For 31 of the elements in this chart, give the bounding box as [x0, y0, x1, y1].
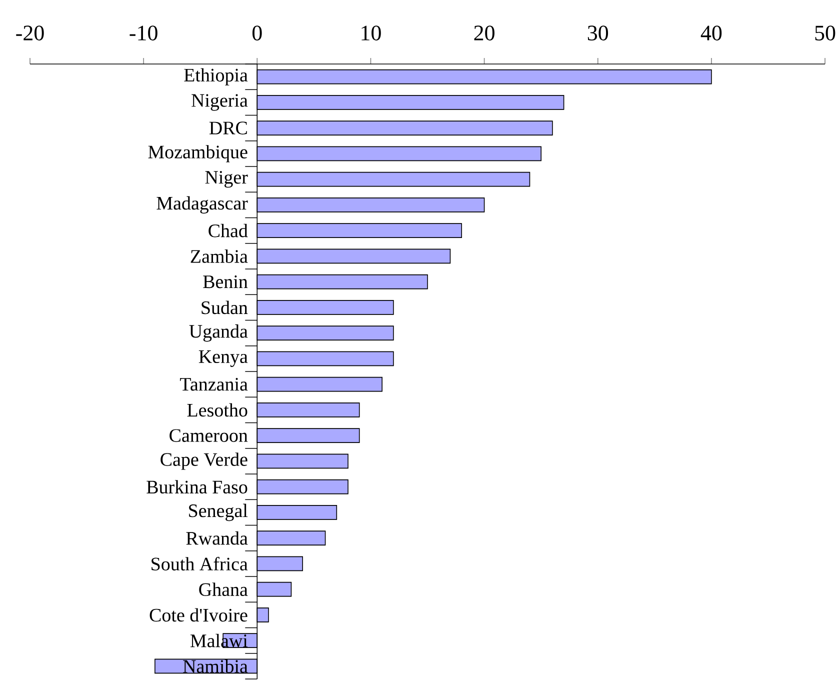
- x-tick-label: 10: [362, 26, 381, 40]
- y-tick-label: Ethiopia: [184, 68, 248, 86]
- y-tick-label: Cape Verde: [160, 452, 248, 470]
- x-tick-label: 40: [700, 26, 722, 40]
- y-tick-label: Senegal: [189, 504, 248, 522]
- y-tick-label: Cameroon: [170, 429, 248, 442]
- y-tick-label: Tanzania: [180, 378, 248, 391]
- y-tick-label: DRC: [209, 122, 247, 134]
- y-tick-label: Namibia: [183, 660, 248, 673]
- y-tick-label: Zambia: [190, 250, 248, 263]
- y-tick-label: Burkina Faso: [146, 480, 248, 494]
- y-tick-label: Rwanda: [186, 531, 248, 545]
- x-tick-label: 50: [815, 26, 836, 40]
- y-tick-label: Mozambique: [148, 145, 248, 162]
- y-tick-label: South Africa: [152, 556, 248, 570]
- x-tick-label: -10: [130, 26, 158, 40]
- y-tick-label: Uganda: [189, 324, 248, 342]
- y-tick-label: Benin: [203, 275, 248, 288]
- y-tick-label: Nigeria: [192, 94, 248, 111]
- x-tick-label: -20: [16, 26, 44, 40]
- y-tick-label: Sudan: [202, 300, 248, 314]
- y-tick-label: Niger: [205, 170, 248, 188]
- y-tick-label: Lesotho: [187, 403, 248, 417]
- y-tick-label: Madagascar: [156, 196, 248, 214]
- x-tick-label: 0: [252, 26, 262, 40]
- x-tick-label: 20: [474, 26, 494, 40]
- x-tick-label: 30: [588, 26, 608, 40]
- y-tick-label: Ghana: [199, 582, 248, 596]
- y-tick-label: Cote d'Ivoire: [150, 608, 248, 622]
- y-tick-label: Chad: [208, 224, 248, 238]
- y-tick-label: Kenya: [198, 350, 248, 367]
